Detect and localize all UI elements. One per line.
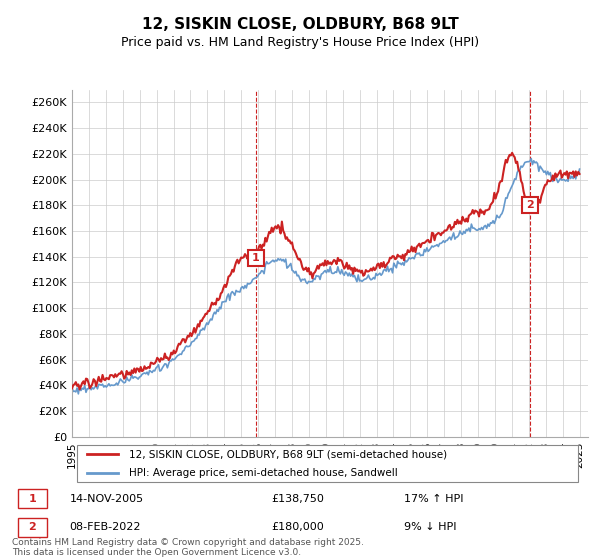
Point bbox=[84, 469, 91, 476]
Text: £138,750: £138,750 bbox=[271, 494, 324, 504]
Text: HPI: Average price, semi-detached house, Sandwell: HPI: Average price, semi-detached house,… bbox=[129, 468, 398, 478]
Text: 1: 1 bbox=[28, 494, 36, 504]
FancyBboxPatch shape bbox=[77, 445, 578, 482]
FancyBboxPatch shape bbox=[18, 517, 47, 536]
Point bbox=[115, 469, 122, 476]
Text: 9% ↓ HPI: 9% ↓ HPI bbox=[404, 522, 456, 532]
Point bbox=[115, 451, 122, 458]
Point bbox=[84, 451, 91, 458]
Text: 2: 2 bbox=[28, 522, 36, 532]
Text: 14-NOV-2005: 14-NOV-2005 bbox=[70, 494, 144, 504]
Text: Price paid vs. HM Land Registry's House Price Index (HPI): Price paid vs. HM Land Registry's House … bbox=[121, 36, 479, 49]
Text: 2: 2 bbox=[527, 200, 535, 211]
FancyBboxPatch shape bbox=[18, 489, 47, 508]
Text: 12, SISKIN CLOSE, OLDBURY, B68 9LT (semi-detached house): 12, SISKIN CLOSE, OLDBURY, B68 9LT (semi… bbox=[129, 449, 447, 459]
Text: 12, SISKIN CLOSE, OLDBURY, B68 9LT: 12, SISKIN CLOSE, OLDBURY, B68 9LT bbox=[142, 17, 458, 32]
Text: £180,000: £180,000 bbox=[271, 522, 324, 532]
Text: 1: 1 bbox=[252, 253, 260, 263]
Text: Contains HM Land Registry data © Crown copyright and database right 2025.
This d: Contains HM Land Registry data © Crown c… bbox=[12, 538, 364, 557]
Text: 08-FEB-2022: 08-FEB-2022 bbox=[70, 522, 141, 532]
Text: 17% ↑ HPI: 17% ↑ HPI bbox=[404, 494, 463, 504]
